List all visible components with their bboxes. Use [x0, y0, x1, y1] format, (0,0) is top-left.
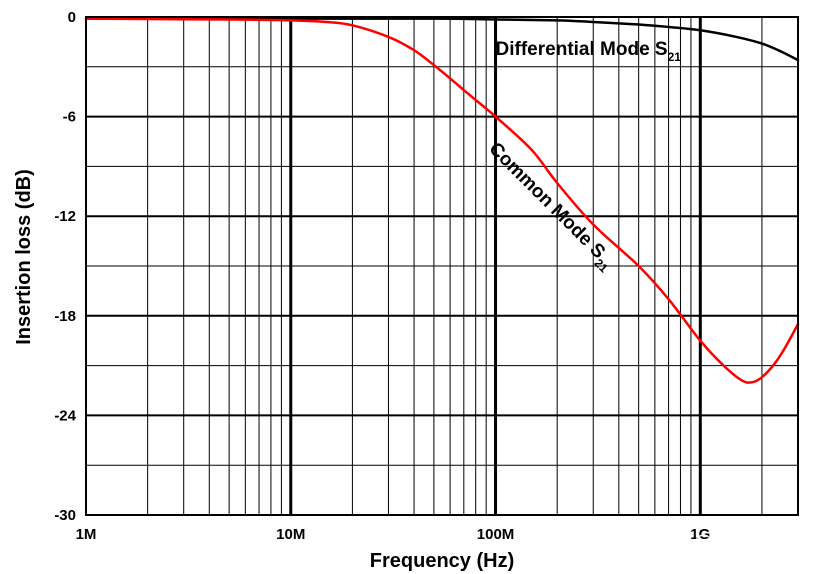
- plot-frame: [85, 16, 799, 516]
- y-tick-labels: 0 -6 -12 -18 -24 -30: [54, 9, 76, 524]
- y-axis-label: Insertion loss (dB): [13, 169, 35, 345]
- y-tick-label: -18: [54, 308, 76, 325]
- x-tick-labels: 1M 10M 100M 1G: [76, 526, 711, 543]
- minor-grid: [86, 17, 798, 515]
- differential-mode-label: Differential Mode S21: [496, 39, 682, 64]
- x-tick-label: 100M: [477, 526, 515, 543]
- major-grid: [86, 17, 798, 515]
- differential-mode-series-line: [84, 17, 800, 62]
- y-tick-label: -6: [63, 109, 76, 126]
- common-mode-series-line: [84, 17, 800, 384]
- y-tick-label: -30: [54, 507, 76, 524]
- x-tick-label: 1G: [690, 526, 710, 543]
- y-tick-label: 0: [68, 9, 76, 26]
- watermark: 知乎 @张小林: [647, 530, 773, 554]
- x-tick-label: 10M: [276, 526, 305, 543]
- series-layer: [84, 17, 800, 384]
- x-tick-label: 1M: [76, 526, 97, 543]
- y-tick-label: -24: [54, 407, 76, 424]
- annotations: Differential Mode S21 Common Mode S21: [482, 39, 682, 275]
- y-tick-label: -12: [54, 208, 76, 225]
- common-mode-label: Common Mode S21: [482, 138, 619, 275]
- x-axis-label: Frequency (Hz): [370, 550, 514, 572]
